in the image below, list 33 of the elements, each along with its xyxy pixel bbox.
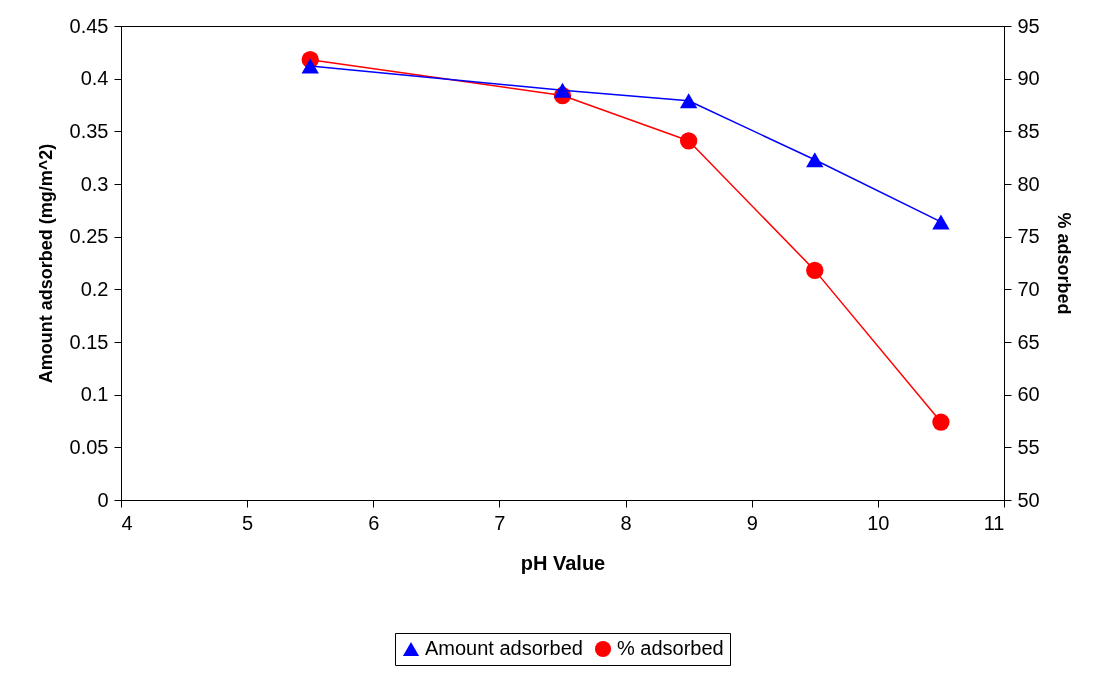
y2-tick-label: 50 [1017,488,1040,511]
y-tick-label: 0 [97,488,109,511]
y-tick-label: 0.3 [80,172,109,195]
y-tick-label: 0.45 [69,14,109,37]
y-tick-label: 0.15 [69,330,109,353]
y-tick-label: 0.35 [69,119,109,142]
y2-tick-label: 65 [1017,330,1040,353]
y-tick-label: 0.05 [69,435,109,458]
y2-tick-label: 90 [1017,67,1040,90]
x-tick-label: 10 [867,511,890,534]
x-tick-label: 5 [242,511,254,534]
y2-tick-label: 95 [1017,14,1040,37]
y-tick-label: 0.4 [80,67,109,90]
x-tick-label: 6 [368,511,380,534]
y-tick-label: 0.25 [69,225,109,248]
y2-tick-label: 85 [1017,119,1040,142]
x-tick-label: 8 [620,511,632,534]
y2-tick-label: 80 [1017,172,1040,195]
legend-label: % adsorbed [617,637,724,659]
x-tick-label: 9 [746,511,758,534]
y2-tick-label: 70 [1017,277,1040,300]
y-tick-label: 0.1 [80,383,109,406]
x-tick-label: 7 [494,511,506,534]
x-tick-label: 11 [983,511,1005,534]
x-axis-title: pH Value [520,551,606,574]
legend-label: Amount adsorbed [425,637,583,659]
y-axis-title: Amount adsorbed (mg/m^2) [35,143,56,384]
y-tick-label: 0.2 [80,277,109,300]
y2-tick-label: 75 [1017,225,1040,248]
y2-axis-title: % adsorbed [1053,212,1074,315]
x-tick-label: 4 [121,511,133,534]
y2-tick-label: 55 [1017,435,1040,458]
y2-tick-label: 60 [1017,383,1040,406]
